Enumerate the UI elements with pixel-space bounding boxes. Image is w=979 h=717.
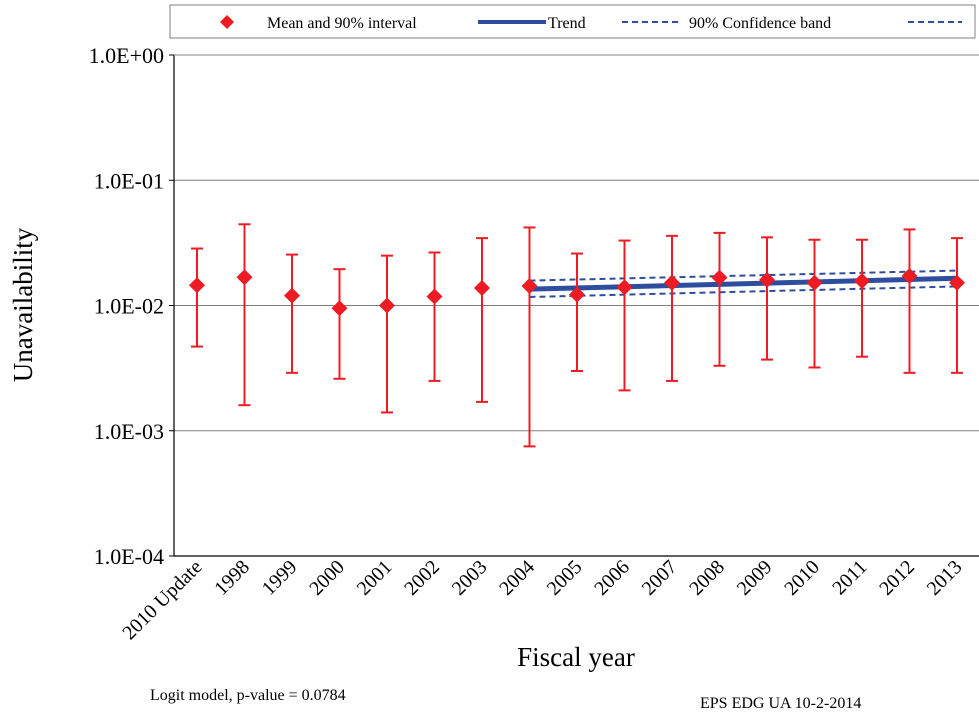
x-tick-label: 1999: [258, 556, 302, 600]
x-tick-label: 2008: [685, 556, 729, 600]
mean-marker: [664, 274, 680, 291]
x-tick-label: 2004: [495, 556, 539, 600]
trend-line-segment: [529, 275, 958, 292]
x-tick-label: 2002: [400, 556, 444, 600]
band-lower-line: [529, 285, 958, 298]
mean-marker: [759, 271, 775, 288]
confidence-band: [529, 269, 958, 298]
x-tick-label: 2011: [828, 556, 871, 599]
x-tick-label: 1998: [210, 556, 254, 600]
legend-mean-label: Mean and 90% interval: [267, 15, 417, 32]
mean-marker: [284, 287, 300, 304]
mean-marker: [854, 272, 870, 289]
legend: Mean and 90% interval Trend 90% Confiden…: [169, 4, 976, 39]
mean-marker: [379, 297, 395, 314]
y-axis-ticks: 1.0E-04 1.0E-03 1.0E-02 1.0E-01 1.0E+00: [89, 43, 174, 569]
y-tick-label: 1.0E-04: [94, 544, 164, 569]
mean-marker: [949, 274, 965, 291]
y-tick-label: 1.0E-03: [94, 419, 164, 444]
x-tick-label: 2012: [875, 556, 919, 600]
legend-mean-marker: [220, 15, 234, 29]
x-tick-label: 2009: [733, 556, 777, 600]
mean-marker: [521, 278, 538, 295]
x-tick-label: 2005: [543, 556, 587, 600]
mean-marker: [711, 269, 728, 286]
error-bars: [191, 223, 963, 448]
trend-line: [529, 275, 958, 292]
y-tick-label: 1.0E-02: [94, 294, 164, 319]
y-axis-label: Unavailability: [8, 227, 38, 382]
mean-marker: [616, 279, 633, 296]
x-tick-label: 2013: [923, 556, 967, 600]
x-tick-label: 2001: [353, 556, 397, 600]
mean-marker: [426, 288, 443, 305]
mean-marker: [901, 268, 918, 285]
x-tick-label: 2010 Update: [118, 556, 206, 644]
legend-trend-label: Trend: [548, 15, 586, 32]
mean-markers: [189, 268, 965, 317]
legend-band-label: 90% Confidence band: [689, 15, 831, 32]
id-note: EPS EDG UA 10-2-2014: [700, 695, 861, 712]
x-tick-label: 2003: [448, 556, 492, 600]
x-tick-label: 2006: [590, 556, 634, 600]
x-axis-ticks: 2010 Update 1998 1999 2000 2001 2002 2003 2004 2…: [118, 556, 966, 644]
band-upper-line: [529, 269, 958, 282]
mean-marker: [474, 279, 490, 296]
mean-marker: [806, 274, 823, 291]
y-tick-label: 1.0E-01: [94, 168, 164, 193]
model-note: Logit model, p-value = 0.0784: [150, 687, 346, 704]
x-axis-label: Fiscal year: [517, 642, 635, 672]
x-tick-label: 2000: [305, 556, 349, 600]
mean-marker: [189, 277, 205, 294]
y-tick-label: 1.0E+00: [89, 43, 164, 68]
x-tick-label: 2010: [780, 556, 824, 600]
mean-marker: [331, 300, 348, 317]
mean-marker: [236, 269, 253, 286]
x-tick-label: 2007: [638, 556, 682, 600]
mean-marker: [569, 286, 585, 303]
